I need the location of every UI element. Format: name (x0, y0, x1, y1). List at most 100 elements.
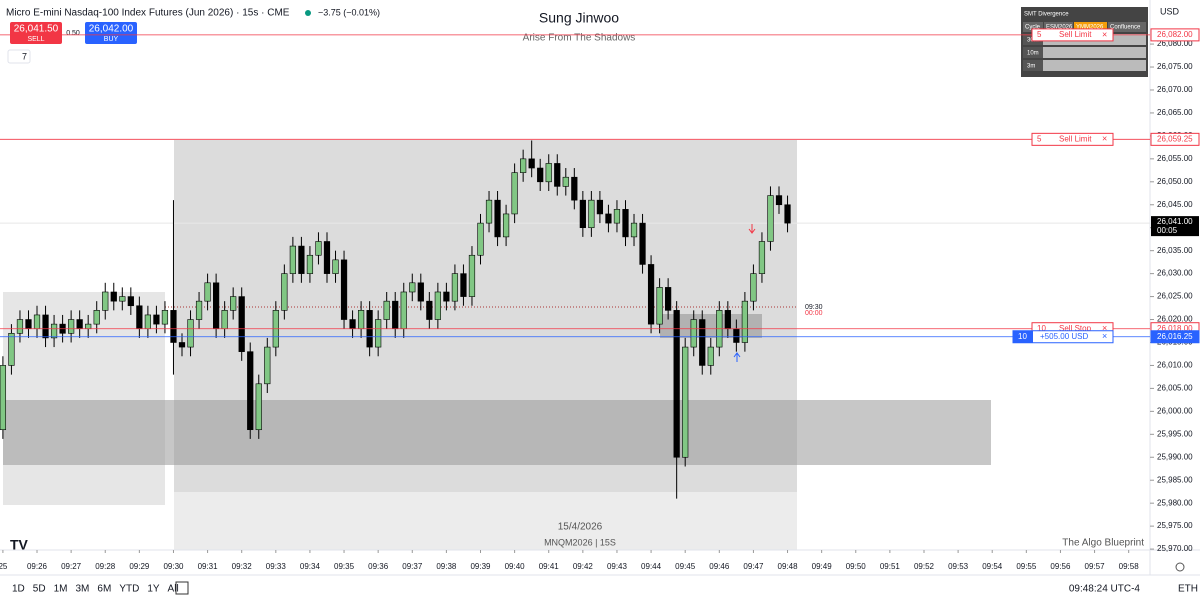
x-tick-label: 09:47 (743, 562, 764, 571)
candle-body (238, 296, 245, 352)
x-tick-label: 09:55 (1016, 562, 1037, 571)
candle-body (579, 199, 586, 229)
order-close[interactable]: × (1102, 331, 1107, 341)
range-button[interactable]: All (168, 584, 179, 595)
candle-body (375, 319, 382, 348)
candle-body (187, 319, 194, 348)
candle-body (494, 199, 501, 238)
sell-arrow (748, 224, 756, 234)
x-tick-label: 09:26 (27, 562, 48, 571)
y-tick-label: 25,975.00 (1157, 521, 1193, 530)
order-close[interactable]: × (1102, 134, 1107, 144)
order-qty: 10 (1037, 324, 1046, 333)
order-label: +505.00 USD (1040, 332, 1088, 341)
range-button[interactable]: 1D (12, 584, 25, 595)
smt-header-cell (1023, 22, 1043, 32)
currency[interactable]: USD (1160, 6, 1180, 16)
candle-body (8, 333, 15, 366)
sell-button[interactable] (10, 22, 62, 44)
countdown: 00:05 (1157, 226, 1178, 235)
candle-body (102, 291, 109, 311)
candle-body (630, 222, 638, 238)
smt-row-head (1023, 60, 1043, 71)
order-close[interactable]: × (1102, 323, 1107, 333)
candle-body (93, 310, 100, 325)
candle-body (323, 241, 331, 274)
x-tick-label: 09:27 (61, 562, 82, 571)
range-button[interactable]: 5D (33, 584, 46, 595)
settings-icon[interactable] (1175, 562, 1185, 572)
candle-body (545, 163, 552, 183)
candle-body (0, 365, 7, 431)
y-tick-label: 26,070.00 (1157, 85, 1193, 94)
candle-body (153, 314, 160, 325)
x-tick-label: 09:54 (982, 562, 1003, 571)
range-button[interactable]: 1Y (147, 584, 160, 595)
candle-body (434, 291, 441, 320)
x-tick-label: 09:34 (300, 562, 321, 571)
candle-body (767, 195, 774, 242)
candle-body (741, 300, 749, 343)
x-tick-label: 25 (0, 562, 8, 571)
x-tick-label: 09:35 (334, 562, 355, 571)
zone (174, 492, 797, 550)
sell-label: SELL (27, 36, 44, 43)
candle-body (554, 163, 561, 187)
order-box[interactable] (1031, 28, 1114, 42)
range-button[interactable]: 1M (54, 584, 68, 595)
spread: 0.50 (66, 30, 80, 37)
smt-row-label: 3m (1027, 64, 1035, 70)
candle-body (477, 222, 484, 256)
candle-body (289, 245, 296, 274)
candle-body (119, 296, 126, 302)
candle-body (622, 209, 629, 238)
indicator-toggle[interactable] (7, 49, 31, 64)
smt-header: YMM2026 (1076, 25, 1104, 31)
y-tick-label: 26,065.00 (1157, 108, 1193, 117)
candle-body (537, 167, 544, 183)
y-tick-label: 25,980.00 (1157, 498, 1193, 507)
x-tick-label: 09:32 (232, 562, 253, 571)
x-tick-label: 09:38 (436, 562, 457, 571)
price-tag-label: 26,018.00 (1157, 324, 1193, 333)
candle-body (195, 300, 203, 320)
candle-body (76, 319, 83, 330)
cursor-time: 09:30 (805, 304, 823, 311)
range-button[interactable]: YTD (119, 584, 139, 595)
candle-body (85, 323, 92, 330)
y-tick-label: 25,970.00 (1157, 544, 1193, 553)
buy-button[interactable] (85, 22, 137, 44)
smt-title: SMT Divergence (1024, 12, 1069, 18)
y-tick-label: 26,030.00 (1157, 269, 1193, 278)
range-button[interactable]: 6M (97, 584, 111, 595)
candle-body (750, 273, 757, 302)
candle-body (443, 291, 450, 302)
smt-row (1023, 47, 1146, 58)
candle-body (392, 300, 399, 330)
y-tick-label: 26,045.00 (1157, 200, 1193, 209)
candle-body (349, 319, 356, 330)
y-tick-label: 26,075.00 (1157, 62, 1193, 71)
candle-body (315, 241, 322, 256)
order-box[interactable] (1031, 132, 1114, 146)
candle-body (733, 328, 740, 343)
y-tick-label: 26,080.00 (1157, 39, 1193, 48)
calendar-icon[interactable] (175, 581, 189, 595)
candle-body (42, 314, 49, 339)
smt-header-cell (1044, 22, 1073, 32)
candle-body (16, 319, 24, 334)
y-tick-label: 26,005.00 (1157, 384, 1193, 393)
sell-price: 26,041.50 (14, 24, 59, 35)
order-close[interactable]: × (1102, 29, 1107, 39)
y-tick-label: 25,995.00 (1157, 429, 1193, 438)
wm-title: Sung Jinwoo (539, 10, 619, 26)
candle-body (665, 287, 672, 311)
candle-body (511, 172, 518, 215)
price-tag (1150, 330, 1200, 344)
price-tag-label: 26,082.00 (1157, 30, 1193, 39)
range-button[interactable]: 3M (76, 584, 90, 595)
session[interactable]: ETH (1178, 584, 1198, 595)
candle-body (33, 314, 41, 330)
x-tick-label: 09:41 (539, 562, 560, 571)
smt-table: SMT Divergence Cycle ESM2026 YMM2026 Conflu… (1021, 7, 1148, 77)
